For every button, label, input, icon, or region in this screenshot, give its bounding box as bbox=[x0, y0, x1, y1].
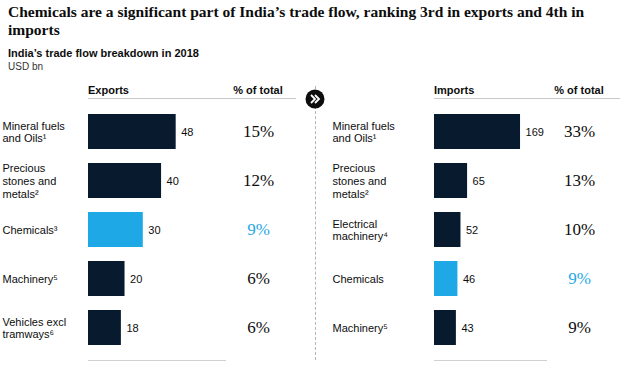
html-text:Imports: Imports bbox=[434, 84, 475, 96]
svg-text:Preciousstones andmetals²: Preciousstones andmetals² bbox=[333, 162, 387, 199]
html-text:Chemicals are a significant pa: Chemicals are a significant part of Indi… bbox=[8, 3, 585, 38]
svg-text:9%: 9% bbox=[568, 318, 591, 337]
svg-text:6%: 6% bbox=[247, 269, 270, 288]
svg-text:Mineral fuelsand Oils¹: Mineral fuelsand Oils¹ bbox=[333, 120, 396, 145]
svg-text:13%: 13% bbox=[564, 171, 595, 190]
html-text:Exports: Exports bbox=[88, 84, 129, 96]
svg-text:Mineral fuelsand Oils¹: Mineral fuelsand Oils¹ bbox=[3, 120, 66, 145]
svg-text:52: 52 bbox=[466, 224, 478, 236]
svg-text:Chemicals³: Chemicals³ bbox=[3, 224, 58, 236]
svg-text:Vehicles excltramways⁶: Vehicles excltramways⁶ bbox=[3, 316, 67, 341]
svg-text:18: 18 bbox=[126, 322, 138, 334]
svg-text:33%: 33% bbox=[564, 122, 595, 141]
svg-text:Machinery⁵: Machinery⁵ bbox=[333, 322, 388, 334]
svg-text:65: 65 bbox=[473, 175, 485, 187]
svg-text:10%: 10% bbox=[564, 220, 595, 239]
svg-text:15%: 15% bbox=[243, 122, 274, 141]
svg-text:46: 46 bbox=[463, 273, 475, 285]
html-text:USD bn: USD bn bbox=[8, 61, 43, 72]
svg-text:40: 40 bbox=[167, 175, 179, 187]
svg-text:Preciousstones andmetals²: Preciousstones andmetals² bbox=[3, 162, 57, 199]
svg-text:Machinery⁵: Machinery⁵ bbox=[3, 273, 58, 285]
svg-text:Electricalmachinery⁴: Electricalmachinery⁴ bbox=[333, 218, 389, 243]
svg-text:Chemicals: Chemicals bbox=[333, 273, 385, 285]
svg-text:48: 48 bbox=[181, 126, 193, 138]
svg-text:30: 30 bbox=[148, 224, 160, 236]
svg-text:6%: 6% bbox=[247, 318, 270, 337]
svg-text:20: 20 bbox=[130, 273, 142, 285]
svg-text:9%: 9% bbox=[568, 269, 591, 288]
html-text:% of total: % of total bbox=[233, 84, 283, 96]
svg-text:9%: 9% bbox=[247, 220, 270, 239]
html-text:% of total: % of total bbox=[554, 84, 604, 96]
svg-text:12%: 12% bbox=[243, 171, 274, 190]
svg-text:43: 43 bbox=[461, 322, 473, 334]
html-text:India’s trade flow breakdown i: India’s trade flow breakdown in 2018 bbox=[8, 47, 199, 59]
svg-text:169: 169 bbox=[526, 126, 544, 138]
